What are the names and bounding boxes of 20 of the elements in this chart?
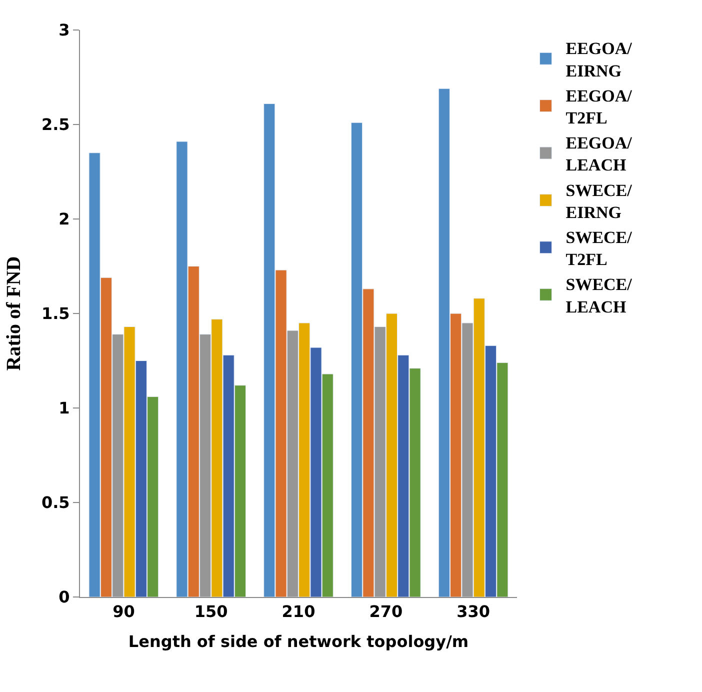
legend-label: SWECE/ LEACH (566, 275, 632, 316)
y-axis-title: Ratio of FND (2, 256, 25, 371)
x-tick-label: 210 (282, 602, 316, 622)
y-tick-label: 1.5 (41, 304, 70, 324)
y-tick-label: 2.5 (41, 115, 70, 134)
y-tick-label: 3 (58, 20, 70, 40)
x-axis-title: Length of side of network topology/m (128, 632, 469, 651)
x-tick-label: 150 (194, 602, 228, 622)
y-tick-label: 0.5 (41, 493, 70, 512)
legend-label: EEGOA/ EIRNG (566, 39, 632, 80)
legend-label: SWECE/ EIRNG (566, 180, 632, 222)
y-tick-label: 1 (58, 398, 70, 418)
legend-label: EEGOA/ LEACH (566, 134, 632, 175)
y-tick-label: 0 (58, 588, 70, 607)
x-tick-label: 90 (112, 602, 135, 622)
y-tick-label: 2 (58, 210, 70, 229)
x-tick-label: 330 (456, 602, 490, 622)
legend-label: SWECE/ T2FL (566, 228, 632, 270)
x-tick-label: 270 (369, 602, 403, 622)
legend-label: EEGOA/ T2FL (566, 86, 632, 128)
